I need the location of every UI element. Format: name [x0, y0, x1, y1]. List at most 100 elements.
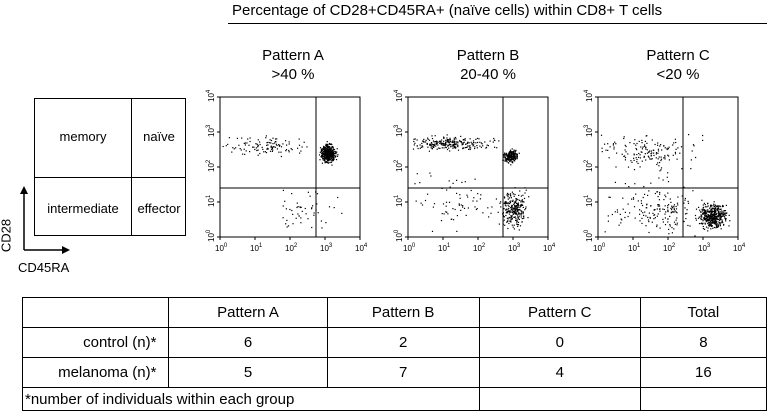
event-dot	[659, 191, 661, 194]
event-dot	[324, 159, 326, 162]
x-tick-label: 104	[733, 243, 746, 253]
event-dot	[329, 152, 331, 154]
event-dot	[318, 154, 321, 156]
event-dot	[663, 145, 665, 147]
event-dot	[330, 157, 332, 159]
pattern-c-range: <20 %	[656, 66, 700, 83]
event-dot	[723, 224, 725, 226]
event-dot	[331, 156, 333, 158]
event-dot	[505, 209, 507, 211]
table-row-label: control (n)*	[21, 327, 170, 358]
event-dot	[341, 212, 343, 214]
event-dot	[721, 219, 723, 221]
event-dot	[500, 201, 502, 203]
y-tick-label: 103	[206, 124, 216, 137]
event-dot	[659, 161, 661, 164]
event-dot	[689, 225, 691, 227]
event-dot	[325, 161, 327, 163]
event-dot	[702, 206, 705, 208]
event-dot	[612, 143, 615, 145]
event-dot	[476, 137, 479, 139]
event-dot	[674, 223, 676, 225]
event-dot	[514, 201, 516, 203]
event-dot	[618, 224, 620, 226]
event-dot	[503, 196, 506, 198]
event-dot	[324, 153, 326, 155]
event-dot	[666, 147, 668, 149]
event-dot	[508, 152, 510, 154]
event-dot	[636, 158, 638, 161]
event-dot	[714, 212, 716, 214]
event-dot	[331, 152, 333, 154]
event-dot	[612, 144, 614, 146]
event-dot	[330, 161, 333, 163]
event-dot	[436, 142, 438, 144]
event-dot	[510, 153, 512, 155]
event-dot	[656, 224, 658, 226]
event-dot	[666, 176, 668, 178]
event-dot	[461, 181, 463, 183]
event-dot	[468, 142, 470, 144]
event-dot	[515, 208, 517, 210]
event-dot	[476, 208, 478, 210]
event-dot	[270, 139, 273, 142]
event-dot	[464, 139, 466, 141]
event-dot	[718, 221, 720, 223]
event-dot	[443, 136, 445, 138]
event-dot	[256, 143, 258, 145]
event-dot	[419, 147, 421, 149]
event-dot	[443, 140, 445, 142]
event-dot	[244, 153, 246, 155]
event-dot	[509, 194, 512, 196]
event-dot	[712, 211, 715, 213]
event-dot	[633, 169, 636, 171]
event-dot	[709, 214, 711, 216]
event-dot	[635, 157, 637, 159]
event-dot	[707, 202, 709, 204]
x-tick-label: 102	[663, 243, 676, 253]
event-dot	[468, 148, 470, 150]
event-dot	[325, 143, 327, 145]
event-dot	[256, 149, 258, 152]
event-dot	[715, 214, 717, 216]
event-dot	[507, 154, 509, 156]
event-dot	[700, 217, 702, 219]
event-dot	[722, 204, 724, 207]
event-dot	[517, 218, 519, 220]
event-dot	[607, 149, 609, 151]
event-dot	[413, 138, 415, 140]
event-dot	[474, 206, 476, 208]
event-dot	[328, 147, 330, 149]
event-dot	[446, 211, 448, 213]
event-dot	[702, 210, 704, 212]
event-dot	[327, 146, 330, 148]
event-dot	[721, 206, 723, 208]
event-dot	[518, 215, 520, 217]
event-dot	[509, 220, 511, 222]
event-dot	[506, 155, 509, 157]
event-dot	[333, 156, 335, 159]
event-dot	[332, 149, 334, 151]
event-dot	[658, 156, 660, 158]
event-dot	[608, 196, 610, 198]
event-dot	[416, 145, 418, 147]
event-dot	[659, 227, 661, 229]
table-cell: 16	[639, 357, 767, 388]
event-dot	[710, 204, 713, 206]
event-dot	[683, 220, 685, 223]
event-dot	[326, 160, 328, 162]
event-dot	[704, 214, 706, 216]
event-dot	[421, 204, 424, 206]
event-dot	[515, 200, 517, 202]
event-dot	[719, 211, 721, 213]
event-dot	[714, 211, 716, 213]
event-dot	[707, 218, 709, 221]
event-dot	[432, 146, 434, 148]
event-dot	[473, 197, 475, 199]
event-dot	[704, 218, 706, 221]
plot-frame	[219, 96, 361, 238]
event-dot	[677, 196, 679, 198]
event-dot	[687, 200, 689, 202]
event-dot	[322, 158, 324, 160]
x-tick-label: 103	[698, 243, 711, 253]
